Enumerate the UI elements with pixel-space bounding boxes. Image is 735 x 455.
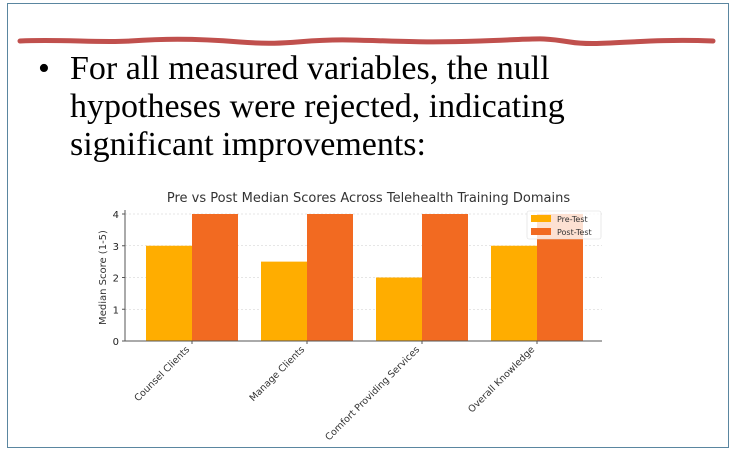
x-tick-label: Overall Knowledge — [466, 344, 537, 415]
bar-pre-test — [261, 261, 307, 341]
x-tick-label: Counsel Clients — [132, 344, 192, 404]
bar-pre-test — [491, 245, 537, 341]
legend-swatch — [531, 215, 551, 222]
chart-title: Pre vs Post Median Scores Across Telehea… — [167, 191, 570, 206]
decorative-accent-line — [17, 36, 716, 47]
bar-post-test — [307, 214, 353, 341]
bar-pre-test — [376, 277, 422, 341]
bar-post-test — [192, 214, 238, 341]
legend-swatch — [531, 228, 551, 235]
y-tick-label: 1 — [113, 305, 119, 316]
y-tick-label: 4 — [113, 210, 119, 221]
legend-label: Pre-Test — [557, 215, 588, 224]
x-tick-label: Comfort Providing Services — [323, 344, 422, 443]
y-tick-label: 2 — [113, 274, 119, 285]
y-tick-label: 3 — [113, 242, 119, 253]
bar-pre-test — [146, 245, 192, 341]
y-axis-label: Median Score (1-5) — [98, 230, 109, 325]
bullet-marker: • — [38, 50, 50, 87]
slide-frame — [7, 3, 729, 448]
bullet-text: For all measured variables, the null hyp… — [70, 50, 565, 163]
y-tick-label: 0 — [113, 337, 119, 348]
legend-label: Post-Test — [557, 228, 592, 237]
bar-post-test — [422, 214, 468, 341]
x-tick-label: Manage Clients — [248, 344, 308, 404]
